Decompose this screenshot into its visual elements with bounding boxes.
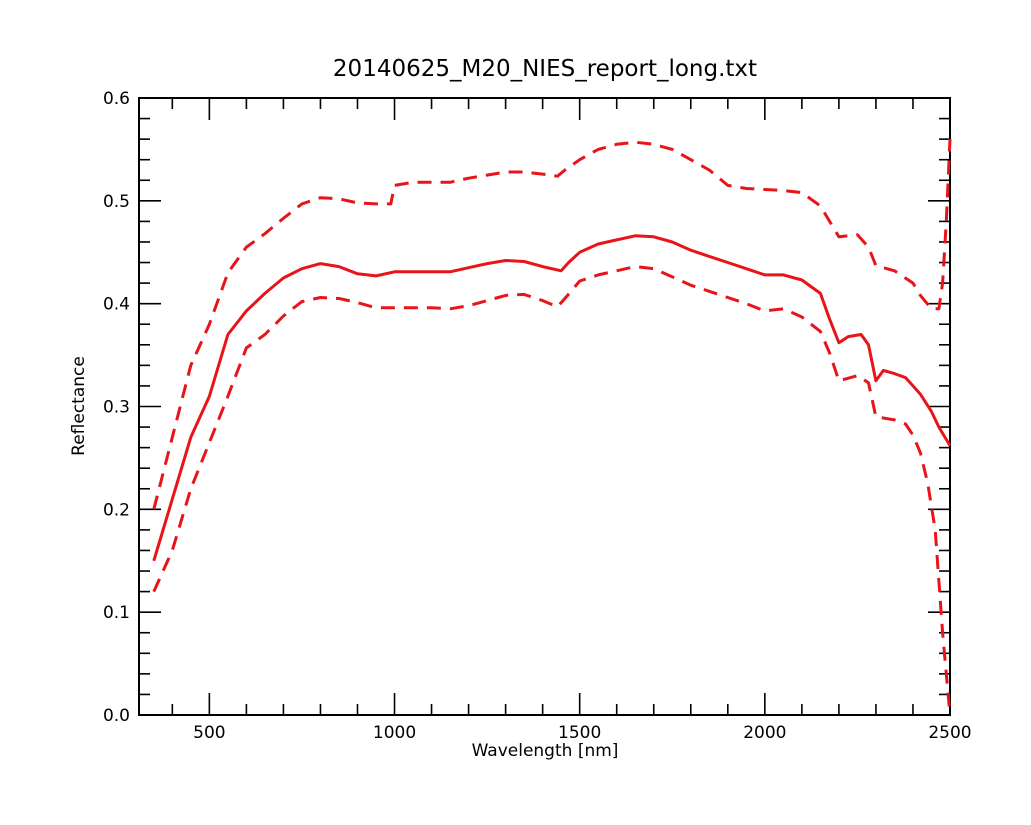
y-tick-label: 0.6 — [103, 89, 130, 109]
series-line-2 — [152, 234, 952, 562]
y-tick-label: 0.0 — [103, 706, 130, 726]
tick-labels: 500 1000 1500 2000 2500 0.0 0.1 0.2 0.3 0.4 0.5 0.6 — [103, 89, 972, 743]
series-line-1 — [152, 139, 952, 510]
series-line-3 — [152, 265, 952, 716]
axis-ticks — [139, 97, 951, 716]
x-tick-label: 1000 — [373, 723, 416, 743]
x-tick-label: 1500 — [558, 723, 601, 743]
y-tick-label: 0.3 — [103, 398, 130, 418]
plot-frame — [138, 97, 951, 716]
x-tick-label: 500 — [193, 723, 225, 743]
x-tick-label: 2000 — [743, 723, 786, 743]
x-axis-label: Wavelength [nm] — [472, 741, 619, 761]
y-axis-label: Reflectance — [69, 356, 89, 456]
y-tick-label: 0.4 — [103, 295, 130, 315]
y-tick-label: 0.5 — [103, 192, 130, 212]
data-series — [152, 139, 952, 716]
y-tick-label: 0.1 — [103, 603, 130, 623]
chart-title: 20140625_M20_NIES_report_long.txt — [333, 56, 757, 82]
x-tick-label: 2500 — [928, 723, 971, 743]
y-tick-label: 0.2 — [103, 500, 130, 520]
